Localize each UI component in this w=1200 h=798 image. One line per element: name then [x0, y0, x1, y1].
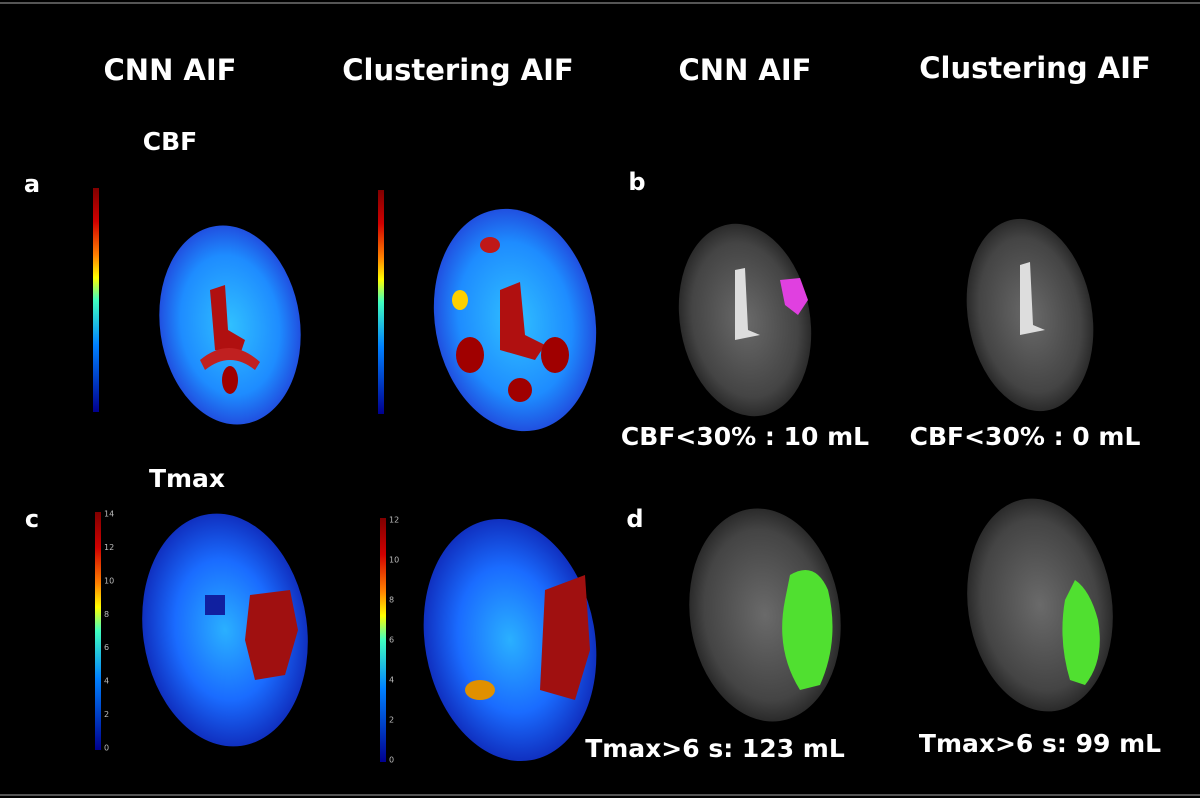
colorbar-label: 2: [104, 710, 109, 719]
colorbar-label: 10: [389, 556, 399, 565]
panel-label: a: [24, 170, 40, 198]
column-header: CNN AIF: [679, 53, 812, 87]
volume-label: CBF<30% : 0 mL: [910, 422, 1141, 451]
colorbar-label: 4: [389, 676, 394, 685]
colorbar-label: 10: [104, 576, 114, 585]
panel-label: c: [25, 505, 39, 533]
colorbar-label: 8: [104, 610, 109, 619]
colorbar: [380, 518, 386, 762]
colorbar-label: 6: [389, 636, 394, 645]
tmax-map: [142, 513, 308, 747]
volume-label: Tmax>6 s: 123 mL: [585, 734, 845, 763]
colorbar-label: 4: [104, 677, 109, 686]
row-label: CBF: [143, 127, 197, 156]
volume-label: CBF<30% : 10 mL: [621, 422, 869, 451]
row-label: Tmax: [149, 464, 225, 493]
column-header: Clustering AIF: [919, 51, 1150, 85]
panel-label: b: [628, 168, 645, 196]
panel-label: d: [626, 505, 643, 533]
column-header: CNN AIF: [104, 53, 237, 87]
colorbar-label: 6: [104, 643, 109, 652]
cbf-map: [159, 225, 301, 425]
colorbar: [95, 512, 101, 750]
cbf-threshold-map: [966, 218, 1094, 412]
colorbar-label: 0: [389, 756, 394, 765]
cbf-map: [433, 208, 597, 432]
colorbar-label: 0: [104, 744, 109, 753]
cbf-threshold-map: [678, 223, 812, 417]
colorbar-label: 14: [104, 510, 114, 519]
column-header: Clustering AIF: [342, 53, 573, 87]
colorbar-label: 8: [389, 596, 394, 605]
colorbar: [378, 190, 384, 414]
tmax-map: [423, 518, 597, 762]
volume-label: Tmax>6 s: 99 mL: [919, 729, 1161, 758]
colorbar-labels: 14 12 10 8 6 4 2 0 12 10 8 6 4 2 0: [104, 510, 399, 765]
tmax-threshold-map: [689, 508, 841, 722]
tmax-threshold-map: [967, 498, 1113, 712]
colorbar-label: 12: [389, 516, 399, 525]
colorbar-label: 12: [104, 543, 114, 552]
colorbar: [93, 188, 99, 412]
colorbar-label: 2: [389, 716, 394, 725]
